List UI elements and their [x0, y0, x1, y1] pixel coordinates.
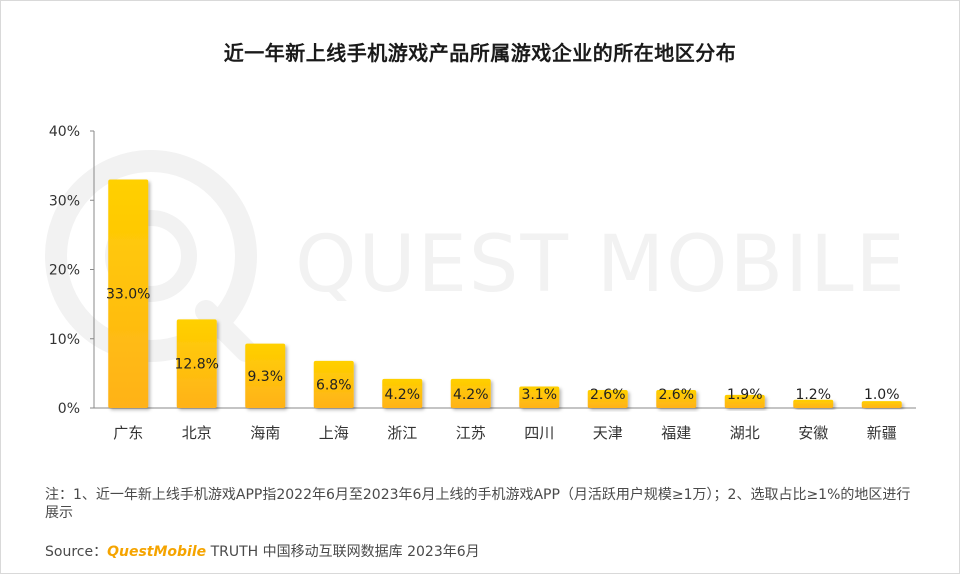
bar-value-label: 4.2%	[453, 387, 489, 403]
chart-title: 近一年新上线手机游戏产品所属游戏企业的所在地区分布	[223, 41, 737, 65]
bar-2	[176, 319, 217, 408]
bar-3	[245, 343, 286, 408]
x-tick-label: 浙江	[387, 424, 417, 442]
bar-value-label: 1.9%	[727, 387, 763, 403]
y-tick-label: 10%	[49, 332, 80, 348]
x-tick-label: 广东	[113, 424, 143, 442]
bar-1	[108, 179, 149, 408]
bar-10	[724, 394, 765, 408]
bar-value-label: 33.0%	[106, 287, 150, 303]
bar-5	[382, 378, 423, 408]
bar-value-label: 3.1%	[521, 387, 557, 403]
x-tick-label: 江苏	[456, 424, 486, 442]
y-tick-label: 30%	[49, 193, 80, 209]
watermark: QUEST MOBILE	[45, 150, 907, 362]
watermark-text: QUEST MOBILE	[295, 220, 907, 310]
y-tick-label: 20%	[49, 263, 80, 279]
y-tick-label: 40%	[49, 124, 80, 140]
bar-value-label: 6.8%	[316, 377, 352, 393]
bar-12	[861, 401, 902, 408]
bar-value-label: 1.2%	[795, 387, 831, 403]
bar-11	[793, 399, 834, 408]
bar-value-label: 2.6%	[658, 387, 694, 403]
bar-8	[587, 389, 628, 408]
bar-9	[656, 389, 697, 408]
footnote: 注：1、近一年新上线手机游戏APP指2022年6月至2023年6月上线的手机游戏…	[45, 487, 911, 521]
bar-value-label: 2.6%	[590, 387, 626, 403]
bar-value-label: 9.3%	[247, 369, 283, 385]
watermark-logo-ring	[45, 150, 257, 362]
x-tick-label: 上海	[319, 424, 349, 442]
source-prefix: Source：	[45, 544, 108, 560]
y-tick-label: 0%	[58, 401, 80, 417]
source-brand: QuestMobile	[107, 544, 207, 560]
bar-value-label: 1.0%	[864, 387, 900, 403]
source-line: Source：QuestMobile TRUTH 中国移动互联网数据库 2023…	[45, 541, 480, 561]
x-tick-label: 海南	[250, 424, 280, 442]
x-tick-label: 安徽	[798, 424, 828, 442]
bar-4	[313, 360, 354, 408]
x-tick-label: 天津	[593, 424, 623, 442]
x-tick-label: 四川	[524, 424, 554, 442]
bar-chart: QUEST MOBILE 0% 10% 20% 30% 40% 33.0% 广东 12.8% 北京…	[45, 124, 916, 442]
x-tick-label: 福建	[661, 424, 691, 442]
bar-value-label: 12.8%	[175, 357, 219, 373]
x-tick-label: 北京	[182, 424, 212, 442]
bar-value-label: 4.2%	[384, 387, 420, 403]
source-suffix: TRUTH 中国移动互联网数据库 2023年6月	[206, 544, 480, 560]
x-tick-label: 湖北	[730, 424, 760, 442]
bar-7	[519, 386, 560, 408]
bar-6	[450, 378, 491, 408]
watermark-logo-tail	[195, 300, 257, 362]
x-tick-label: 新疆	[867, 424, 897, 442]
